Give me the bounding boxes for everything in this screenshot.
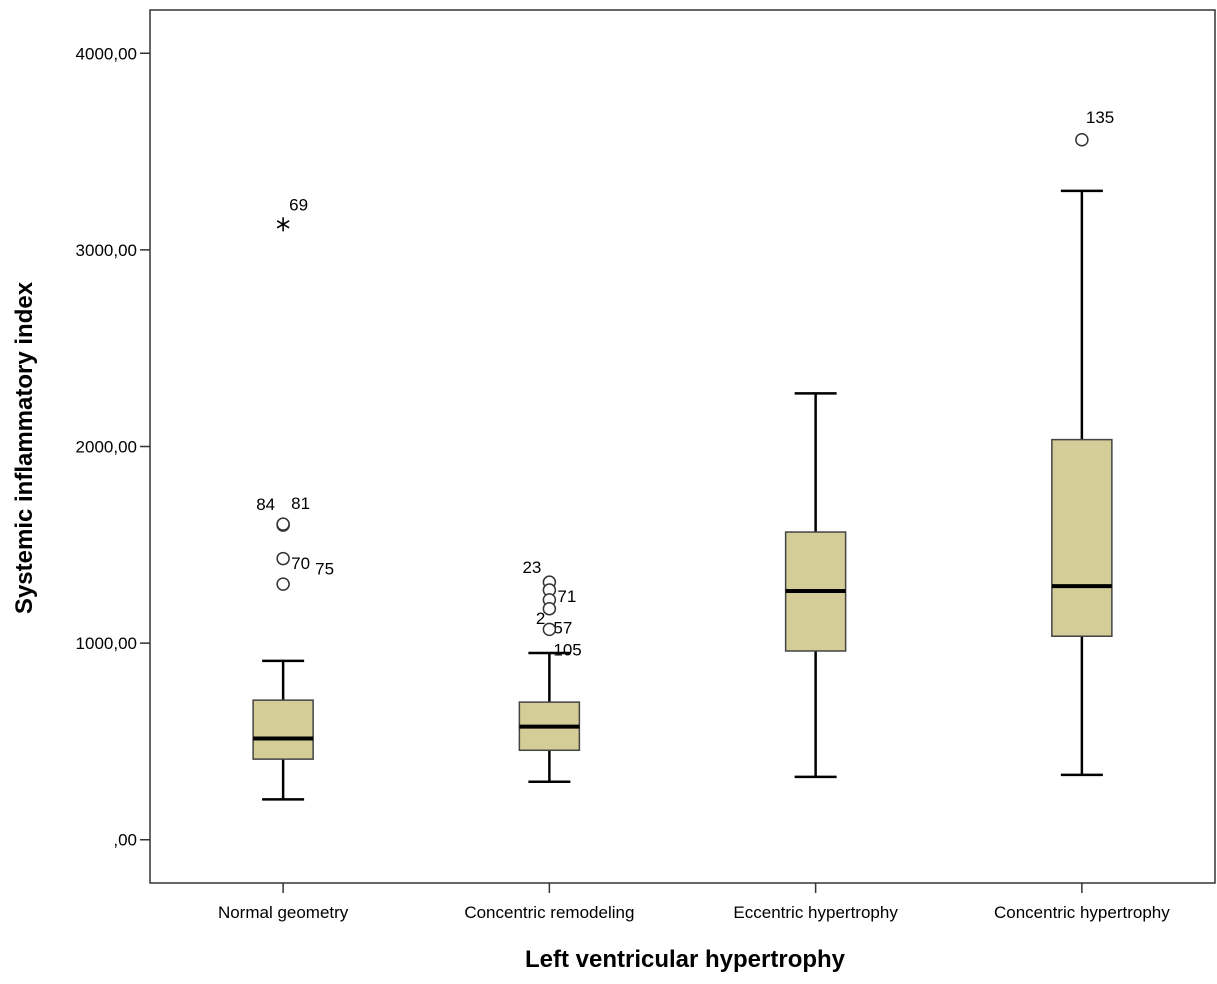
outlier-label: 135 — [1086, 108, 1114, 127]
outlier-circle — [276, 517, 290, 531]
y-tick-label: 1000,00 — [76, 634, 137, 653]
outlier-label: 2 — [536, 609, 545, 628]
x-tick-label: Concentric remodeling — [464, 903, 634, 922]
outlier-label: 105 — [553, 640, 581, 659]
x-tick-label: Concentric hypertrophy — [994, 903, 1170, 922]
y-axis: ,00 1000,00 2000,00 3000,00 4000,00 — [76, 44, 150, 850]
outlier-label: 57 — [553, 619, 572, 638]
box-4 — [1051, 189, 1113, 777]
outlier-label: 70 — [291, 554, 310, 573]
x-tick-label: Normal geometry — [218, 903, 349, 922]
outlier-circle — [276, 551, 290, 566]
outlier-circle — [542, 622, 557, 637]
box-1 — [252, 659, 314, 801]
outlier-circle — [276, 577, 290, 591]
box-3 — [784, 392, 847, 779]
star-stroke — [276, 220, 290, 229]
outlier-circle — [1075, 133, 1089, 147]
boxes — [252, 189, 1113, 801]
outlier-label: 23 — [522, 558, 541, 577]
y-tick-label: 2000,00 — [76, 438, 137, 457]
outlier-label: 75 — [315, 560, 334, 579]
outlier-label: 71 — [557, 587, 576, 606]
outlier-label: 84 — [256, 495, 275, 514]
x-axis-title: Left ventricular hypertrophy — [525, 946, 846, 973]
outlier-label: 69 — [289, 195, 308, 214]
box-2 — [518, 651, 581, 783]
y-tick-label: ,00 — [113, 831, 137, 850]
outliers: 69 84 81 75 70 23 71 2 57 105 135 — [256, 108, 1114, 660]
outlier-star — [276, 217, 290, 232]
y-axis-title: Systemic inflammatory index — [11, 281, 38, 614]
outlier-circle — [542, 601, 557, 616]
y-tick-label: 4000,00 — [76, 44, 137, 63]
x-axis: Normal geometry Concentric remodeling Ecce… — [218, 883, 1170, 922]
y-tick-label: 3000,00 — [76, 241, 137, 260]
iqr-box — [252, 699, 314, 760]
outlier-label: 81 — [291, 494, 310, 513]
iqr-box — [1051, 438, 1113, 637]
x-tick-label: Eccentric hypertrophy — [733, 903, 898, 922]
